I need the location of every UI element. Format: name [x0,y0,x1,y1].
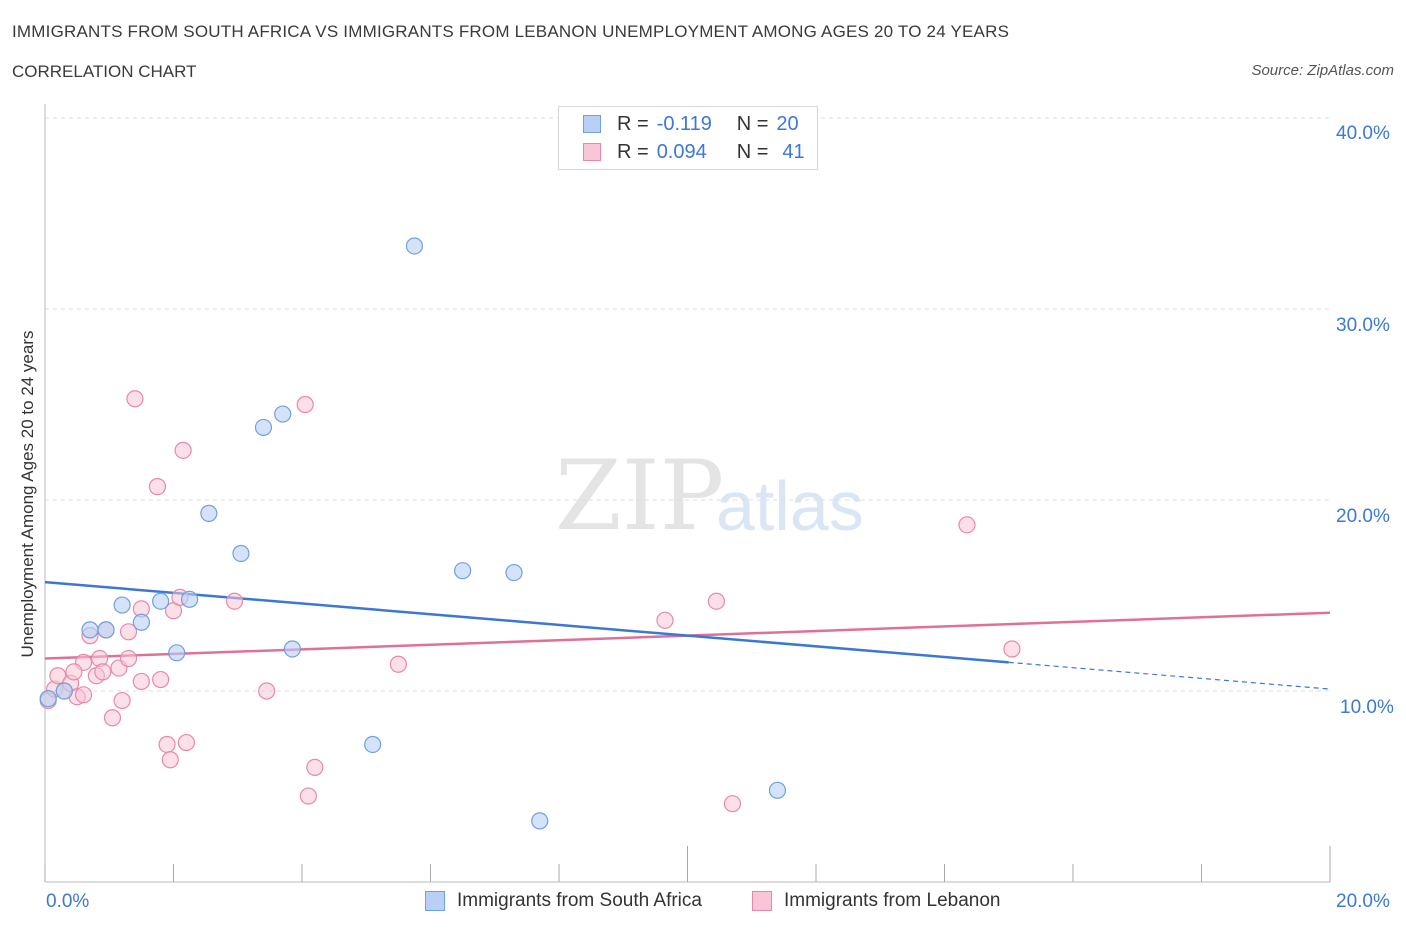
lebanon-point [258,682,276,700]
lebanon-point [723,795,742,813]
x-tick-label: 0.0% [46,891,90,912]
n-label: N = [736,112,769,135]
south-africa-legend-label: Immigrants from South Africa [457,890,702,911]
x-tick-label: 20.0% [1336,891,1390,912]
lebanon-point [119,623,138,641]
south-africa-r-value: -0.119 [656,112,712,135]
n-label: N = [736,140,769,163]
series-legend: Immigrants from South Africa Immigrants … [0,890,1406,914]
south-africa-point [768,781,787,799]
lebanon-point [306,758,324,777]
south-africa-point [180,590,199,608]
lebanon-point [299,787,318,805]
lebanon-point [161,751,179,769]
lebanon-swatch [583,143,601,161]
lebanon-point [152,670,170,689]
watermark-atlas: atlas [716,467,864,545]
lebanon-legend-label: Immigrants from Lebanon [784,890,1001,911]
lebanon-point [177,733,195,752]
south-africa-point [505,563,523,582]
y-tick-label: 30.0% [1336,315,1390,336]
legend-row-lebanon: R = 0.094 N = 41 [583,140,805,164]
lebanon-point [94,663,112,681]
lebanon-point [225,592,244,610]
south-africa-point [531,812,549,830]
lebanon-point [148,478,167,496]
lebanon-r-value: 0.094 [656,140,707,163]
lebanon-point [126,390,144,408]
y-tick-label: 20.0% [1336,506,1390,527]
south-africa-trend-line [44,580,1009,664]
south-africa-n-value: 20 [776,112,799,135]
south-africa-point [454,562,472,580]
lebanon-point [103,709,122,727]
south-africa-point [97,621,115,639]
lebanon-n-value: 41 [782,140,805,163]
lebanon-point [1003,640,1021,658]
lebanon-point [656,611,674,629]
south-africa-point [152,592,170,610]
lebanon-point [958,516,976,534]
lebanon-point [174,441,192,459]
legend-item-lebanon[interactable]: Immigrants from Lebanon [752,890,1001,912]
r-label: R = [617,112,649,135]
south-africa-point [274,405,292,423]
lebanon-point [132,672,150,691]
south-africa-point [283,640,301,658]
south-africa-swatch [583,115,601,133]
lebanon-point [49,667,67,685]
chart-title: IMMIGRANTS FROM SOUTH AFRICA VS IMMIGRAN… [12,22,1010,41]
lebanon-point [707,592,726,610]
y-tick-label: 10.0% [1340,697,1394,718]
south-africa-point [232,544,250,563]
south-africa-point [132,613,150,631]
south-africa-point [168,644,186,662]
source-credit: Source: ZipAtlas.com [1251,62,1394,79]
watermark-zip: ZIP [555,440,725,552]
south-africa-point [113,596,131,614]
legend-item-south-africa[interactable]: Immigrants from South Africa [425,890,702,912]
chart-subtitle: CORRELATION CHART [12,62,197,81]
y-axis-label: Unemployment Among Ages 20 to 24 years [18,330,37,658]
r-label: R = [617,140,649,163]
lebanon-legend-swatch [752,891,772,911]
lebanon-point [74,686,93,704]
legend-row-south-africa: R = -0.119 N = 20 [583,112,799,136]
south-africa-point [55,682,73,700]
lebanon-point [65,663,83,681]
south-africa-point [254,418,273,437]
south-africa-trend-extension [1008,661,1331,690]
south-africa-point [405,237,424,255]
lebanon-point [113,691,131,710]
lebanon-point [389,655,407,673]
south-africa-point [364,735,382,754]
y-tick-label: 40.0% [1336,123,1390,144]
lebanon-point [119,649,138,668]
stats-legend: R = -0.119 N = 20 R = 0.094 N = 41 [558,106,818,170]
south-africa-point [81,621,99,639]
south-africa-point [200,504,218,522]
lebanon-point [296,395,314,414]
south-africa-point [39,690,57,708]
lebanon-point [158,735,176,754]
south-africa-legend-swatch [425,891,445,911]
